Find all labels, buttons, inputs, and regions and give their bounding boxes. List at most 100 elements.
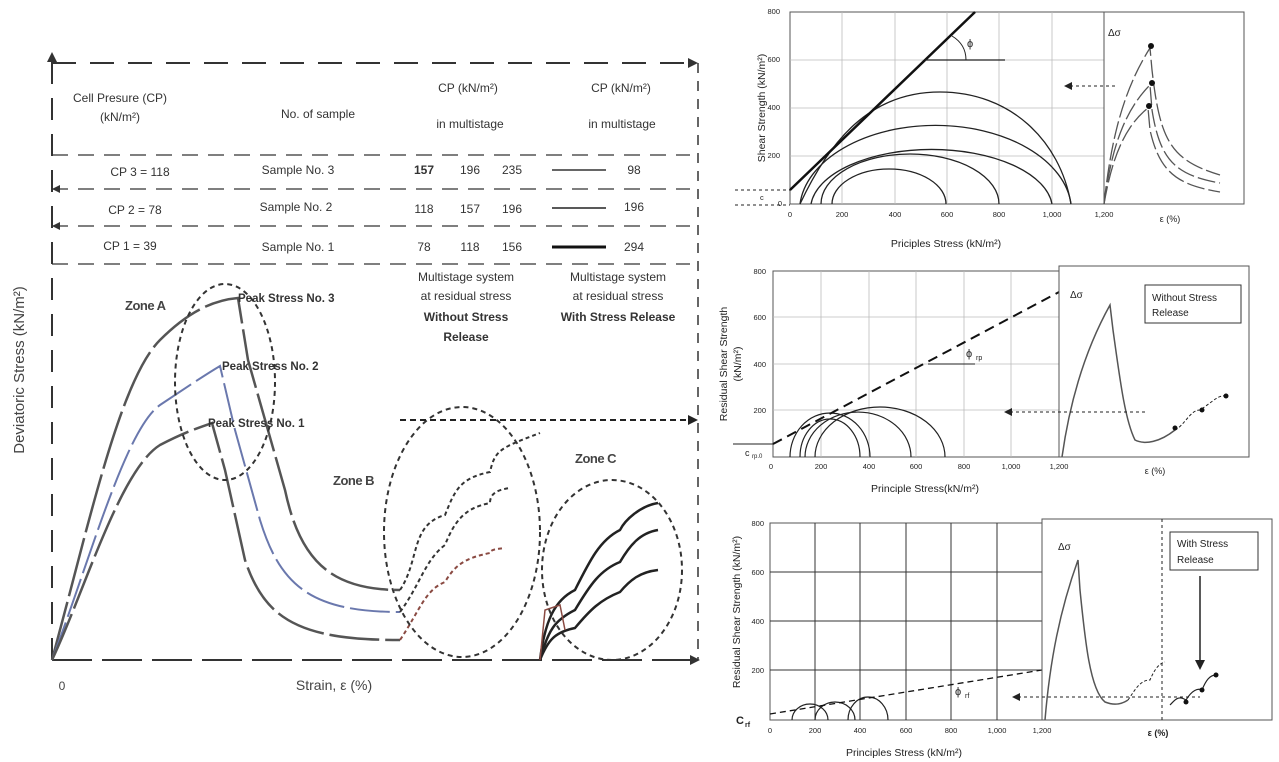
c2-xtick: 1,000 <box>1002 462 1021 471</box>
inset1-peak-3 <box>1148 43 1154 49</box>
table-header-multi-a: CP (kN/m²) <box>438 81 498 95</box>
chart2-c-sub: rp.0 <box>752 454 763 460</box>
foot-a-3: Without Stress <box>424 310 509 324</box>
chart1-xlabel: Priciples Stress (kN/m²) <box>891 238 1001 250</box>
chart2-phi-sub: rp <box>976 355 982 362</box>
c3-ytick: 600 <box>751 568 764 577</box>
chart2-inset-x: ε (%) <box>1145 466 1166 476</box>
c3-circle-1 <box>791 703 829 721</box>
c2-xtick: 600 <box>910 462 923 471</box>
chart2-inset <box>1058 265 1250 458</box>
zone-b-ellipse <box>383 406 541 658</box>
inset1-peak-1 <box>1146 103 1152 109</box>
mohr-circle-large <box>799 91 1072 205</box>
c1-ytick: 400 <box>767 103 780 112</box>
c3-circle-3 <box>847 696 889 721</box>
row1-sample: Sample No. 1 <box>262 240 335 254</box>
chart3-ylabel: Residual Shear Strength (kN/m²) <box>731 536 743 688</box>
foot-b-2: at residual stress <box>573 289 664 303</box>
zone-b-steps-3 <box>399 432 541 591</box>
chart1-c: c <box>760 193 764 202</box>
c3-xtick: 1,000 <box>988 726 1007 735</box>
zone-c-ellipse <box>541 479 683 661</box>
down-arrow-icon <box>1195 660 1205 670</box>
chart2-c: c <box>745 448 750 458</box>
zone-c-steps-1 <box>538 568 659 661</box>
c1-xtick: 0 <box>788 210 792 219</box>
inset3-steps-b <box>1169 674 1217 706</box>
row2-cp: CP 2 = 78 <box>108 203 162 217</box>
zone-b-steps-2 <box>399 487 511 613</box>
c3-ytick: 400 <box>751 617 764 626</box>
c1-xtick: 600 <box>941 210 954 219</box>
row3-v4: 98 <box>627 163 641 177</box>
table-header-multi-b-sub: in multistage <box>588 117 656 131</box>
chart2-ylabel-2: (kN/m²) <box>732 347 744 382</box>
chart3-inset <box>1041 518 1273 721</box>
main-y-label: Deviatoric Stress (kN/m²) <box>11 286 28 454</box>
c1-ytick: 600 <box>767 55 780 64</box>
c3-circle-2 <box>814 701 856 721</box>
chart-1: 800 600 400 200 0 0 200 400 600 800 1,00… <box>735 7 1245 250</box>
table-header-multi-b: CP (kN/m²) <box>591 81 651 95</box>
table-header-multi-a-sub: in multistage <box>436 117 504 131</box>
phi-arc <box>951 35 967 61</box>
row2-v1: 118 <box>414 202 433 216</box>
c2-ytick: 400 <box>753 360 766 369</box>
inset3-point <box>1183 699 1189 705</box>
c1-ytick: 800 <box>767 7 780 16</box>
row-arrow-icon <box>52 222 60 230</box>
c2-circle-4 <box>799 418 861 458</box>
row2-v3: 196 <box>502 202 522 216</box>
chart3-link-arrow-icon <box>1012 693 1020 701</box>
chart3-inset-x: ε (%) <box>1148 728 1169 738</box>
foot-b-3: With Stress Release <box>561 310 676 324</box>
curve-sample-1 <box>50 421 401 661</box>
c3-xtick: 400 <box>854 726 867 735</box>
main-origin: 0 <box>59 679 66 693</box>
c1-ytick: 0 <box>778 199 782 208</box>
chart2-link-arrow-icon <box>1004 408 1012 416</box>
c2-ytick: 600 <box>753 313 766 322</box>
c2-ytick: 200 <box>753 406 766 415</box>
zone-b-steps-1 <box>399 547 506 641</box>
c3-xtick: 200 <box>809 726 822 735</box>
x-axis-arrow-icon <box>690 655 700 665</box>
c3-xtick: 800 <box>945 726 958 735</box>
chart3-grid <box>770 523 1042 720</box>
table-header-sample: No. of sample <box>281 107 355 121</box>
inset2-point <box>1172 425 1178 431</box>
c3-ytick: 800 <box>751 519 764 528</box>
c1-xtick: 1,200 <box>1095 210 1114 219</box>
chart3-box-2: Release <box>1177 555 1214 566</box>
foot-a-2: at residual stress <box>421 289 512 303</box>
row3-v3: 235 <box>502 163 522 177</box>
inset1-curve-3 <box>1103 46 1221 205</box>
chart2-box-2: Release <box>1152 308 1189 319</box>
c3-xtick: 0 <box>768 726 772 735</box>
inset3-curve <box>1044 559 1129 721</box>
chart3-inset-label: Δσ <box>1058 542 1072 553</box>
zone-c-steps-2 <box>538 528 659 661</box>
c3-xtick: 600 <box>900 726 913 735</box>
row1-cp: CP 1 = 39 <box>103 239 157 253</box>
chart1-inset-x: ε (%) <box>1160 214 1181 224</box>
row1-v3: 156 <box>502 240 522 254</box>
chart2-phi: ϕ <box>966 348 972 360</box>
c1-xtick: 200 <box>836 210 849 219</box>
c1-xtick: 800 <box>993 210 1006 219</box>
zone-c-release-lines <box>539 604 566 661</box>
y-axis-arrow-icon <box>47 52 57 62</box>
zone-c-label: Zone C <box>575 451 617 466</box>
c2-envelope <box>772 291 1060 445</box>
row1-v2: 118 <box>460 240 479 254</box>
inset2-steps <box>1174 395 1227 431</box>
mohr-circle-2 <box>820 153 1000 205</box>
inset1-curve-2 <box>1103 83 1221 205</box>
inset3-point <box>1199 687 1205 693</box>
mohr-circle-3 <box>810 148 1053 205</box>
c3-envelope <box>769 669 1043 715</box>
chart-2: 800 600 400 200 0 200 400 600 800 1,000 … <box>718 265 1250 495</box>
chart3-xlabel: Principles Stress (kN/m²) <box>846 747 962 759</box>
row3-v1: 157 <box>414 163 434 177</box>
